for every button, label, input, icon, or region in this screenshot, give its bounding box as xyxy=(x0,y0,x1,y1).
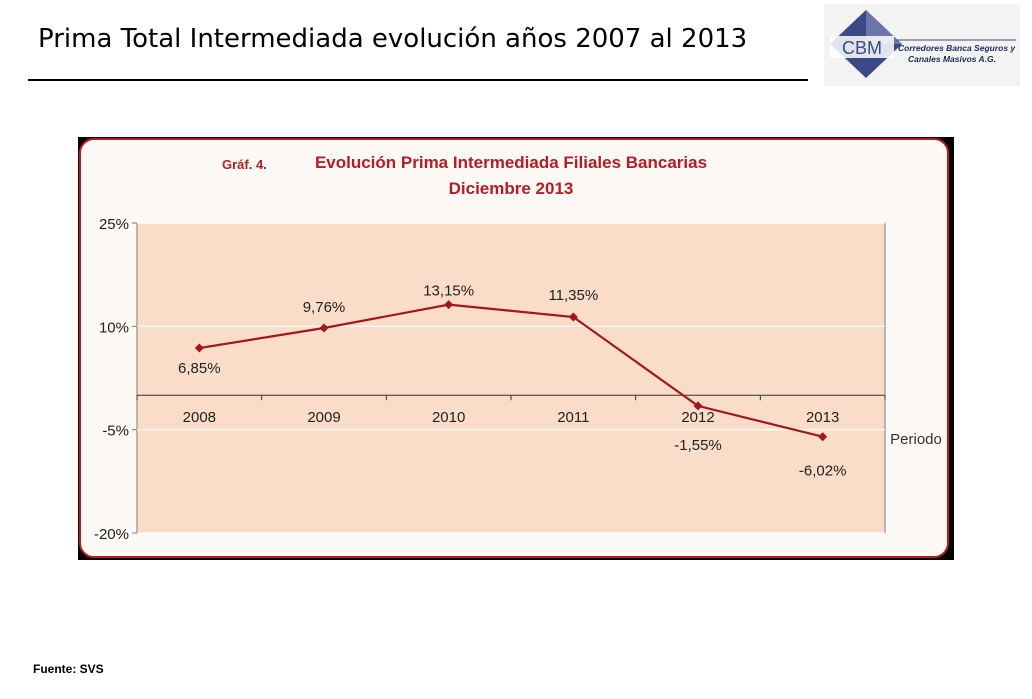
data-label: 11,35% xyxy=(548,287,598,304)
data-label: 9,76% xyxy=(303,299,346,316)
x-tick-label: 2009 xyxy=(307,409,340,426)
title-divider xyxy=(28,79,808,81)
data-label: 6,85% xyxy=(178,360,221,377)
logo-diamond-highlight xyxy=(866,10,902,44)
x-axis-title: Periodo xyxy=(890,431,942,448)
data-point xyxy=(319,323,329,333)
x-tick-label: 2013 xyxy=(806,409,839,426)
logo-line-1: Corredores Banca Seguros y xyxy=(898,43,1016,53)
gridlines xyxy=(137,222,885,534)
source-note: Fuente: SVS xyxy=(33,662,104,676)
x-tick-label: 2008 xyxy=(183,409,216,426)
data-labels: 6,85% 9,76% 13,15% 11,35% -1,55% -6,02% xyxy=(178,283,846,480)
cbm-logo: CBM Corredores Banca Seguros y Canales M… xyxy=(824,4,1020,86)
data-point xyxy=(818,432,828,442)
data-series xyxy=(194,300,828,442)
x-tick-label: 2012 xyxy=(681,409,714,426)
chart-title: Evolución Prima Intermediada Filiales Ba… xyxy=(315,153,707,172)
data-point xyxy=(693,401,703,411)
data-label: -6,02% xyxy=(799,463,847,480)
line-chart: Gráf. 4. Evolución Prima Intermediada Fi… xyxy=(79,138,949,558)
logo-acronym: CBM xyxy=(842,38,882,58)
data-point xyxy=(194,343,204,353)
plot-area xyxy=(136,222,886,534)
x-tick-label: 2010 xyxy=(432,409,465,426)
slide-title: Prima Total Intermediada evolución años … xyxy=(38,24,748,54)
x-tick-label: 2011 xyxy=(557,409,589,426)
axes: 25% 10% -5% -20% 2008 2009 2010 2011 2012 2013 xyxy=(94,216,886,543)
y-tick-label: 25% xyxy=(99,216,129,233)
chart-label-prefix: Gráf. 4. xyxy=(222,157,267,172)
y-tick-label: 10% xyxy=(99,319,129,336)
data-point xyxy=(444,300,454,310)
logo-acronym-band xyxy=(830,36,894,58)
chart-subtitle: Diciembre 2013 xyxy=(449,179,574,198)
chart-frame: Gráf. 4. Evolución Prima Intermediada Fi… xyxy=(78,137,954,560)
y-tick-label: -5% xyxy=(102,423,129,440)
data-label: -1,55% xyxy=(674,437,722,454)
data-label: 13,15% xyxy=(423,283,474,300)
y-tick-label: -20% xyxy=(94,526,129,543)
series-line xyxy=(199,303,823,438)
data-point xyxy=(568,312,578,322)
logo-line-2: Canales Masivos A.G. xyxy=(908,54,996,64)
